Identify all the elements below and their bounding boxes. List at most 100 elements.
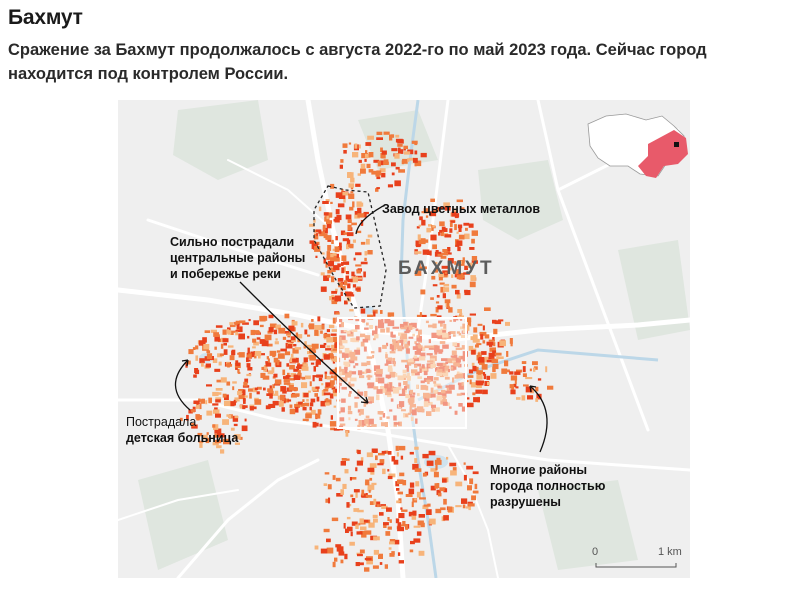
- damaged-building: [348, 383, 355, 387]
- damaged-building: [450, 355, 456, 358]
- damaged-building: [296, 334, 303, 339]
- damaged-building: [237, 326, 243, 333]
- damaged-building: [398, 169, 405, 173]
- damaged-building: [294, 403, 300, 408]
- damaged-building: [347, 372, 350, 377]
- damaged-building: [364, 418, 369, 424]
- damaged-building: [351, 371, 357, 375]
- damaged-building: [368, 522, 375, 528]
- damaged-building: [504, 360, 509, 367]
- damaged-building: [381, 505, 388, 509]
- damaged-building: [394, 422, 400, 425]
- damaged-building: [241, 425, 248, 432]
- damaged-building: [437, 305, 443, 310]
- damaged-building: [455, 269, 461, 275]
- damaged-building: [355, 230, 362, 234]
- damaged-building: [388, 473, 396, 478]
- damaged-building: [466, 465, 474, 470]
- damaged-building: [230, 401, 235, 407]
- damaged-building: [458, 260, 462, 264]
- damaged-building: [318, 206, 322, 212]
- damaged-building: [350, 292, 354, 296]
- damaged-building: [334, 557, 338, 562]
- damaged-building: [359, 562, 364, 566]
- damaged-building: [320, 344, 326, 348]
- damaged-building: [427, 251, 432, 255]
- damaged-building: [437, 392, 443, 395]
- damaged-building: [360, 168, 366, 174]
- damaged-building: [188, 409, 193, 414]
- damaged-building: [481, 364, 488, 370]
- damaged-building: [400, 149, 404, 154]
- damaged-building: [442, 478, 447, 483]
- damaged-building: [414, 371, 420, 376]
- damaged-building: [367, 135, 374, 140]
- damaged-building: [344, 347, 350, 354]
- damaged-building: [260, 353, 265, 356]
- damaged-building: [416, 384, 419, 389]
- damaged-building: [328, 353, 334, 359]
- damaged-building: [219, 433, 225, 438]
- damaged-building: [286, 333, 291, 336]
- damaged-building: [355, 524, 359, 529]
- damaged-building: [212, 358, 218, 363]
- damaged-building: [450, 366, 455, 370]
- damaged-building: [436, 370, 442, 376]
- damaged-building: [386, 359, 392, 364]
- damaged-building: [341, 267, 345, 274]
- damaged-building: [294, 347, 302, 350]
- damaged-building: [376, 394, 380, 401]
- damaged-building: [487, 381, 490, 386]
- damaged-building: [372, 330, 378, 336]
- damaged-building: [361, 153, 369, 159]
- damaged-building: [436, 457, 441, 462]
- damaged-building: [213, 424, 219, 430]
- damaged-building: [344, 368, 348, 374]
- damaged-building: [369, 369, 372, 373]
- damaged-building: [242, 322, 249, 325]
- damaged-building: [229, 322, 233, 325]
- damaged-building: [471, 362, 475, 366]
- damaged-building: [330, 375, 334, 379]
- damaged-building: [330, 253, 337, 258]
- damaged-building: [363, 346, 367, 352]
- damaged-building: [401, 341, 404, 347]
- damaged-building: [287, 399, 292, 402]
- damaged-building: [409, 397, 415, 403]
- damaged-building: [400, 455, 404, 460]
- damaged-building: [472, 334, 478, 341]
- damaged-building: [222, 338, 229, 343]
- damaged-building: [269, 394, 273, 399]
- damaged-building: [214, 368, 221, 372]
- damaged-building: [401, 388, 406, 394]
- damaged-building: [446, 302, 449, 308]
- damaged-building: [506, 351, 509, 357]
- damaged-building: [373, 386, 379, 390]
- damaged-building: [382, 413, 386, 418]
- damaged-building: [365, 153, 371, 158]
- damaged-building: [378, 322, 385, 329]
- damaged-building: [227, 345, 234, 348]
- damaged-building: [235, 331, 239, 336]
- damaged-building: [438, 274, 443, 281]
- damaged-building: [415, 481, 420, 487]
- damaged-building: [313, 366, 316, 372]
- damaged-building: [375, 188, 379, 192]
- damaged-building: [234, 322, 238, 325]
- damaged-building: [335, 544, 342, 548]
- damaged-building: [205, 400, 208, 405]
- damaged-building: [348, 351, 356, 358]
- damaged-building: [472, 471, 479, 475]
- damaged-building: [398, 445, 406, 451]
- damaged-building: [330, 255, 337, 261]
- damaged-building: [412, 157, 418, 163]
- damaged-building: [504, 369, 510, 373]
- damaged-building: [430, 297, 434, 300]
- damaged-building: [268, 403, 276, 408]
- damaged-building: [378, 452, 385, 456]
- damaged-building: [356, 531, 363, 535]
- damaged-building: [396, 479, 404, 484]
- damaged-building: [320, 330, 323, 334]
- damaged-building: [423, 392, 430, 399]
- damaged-building: [394, 180, 401, 187]
